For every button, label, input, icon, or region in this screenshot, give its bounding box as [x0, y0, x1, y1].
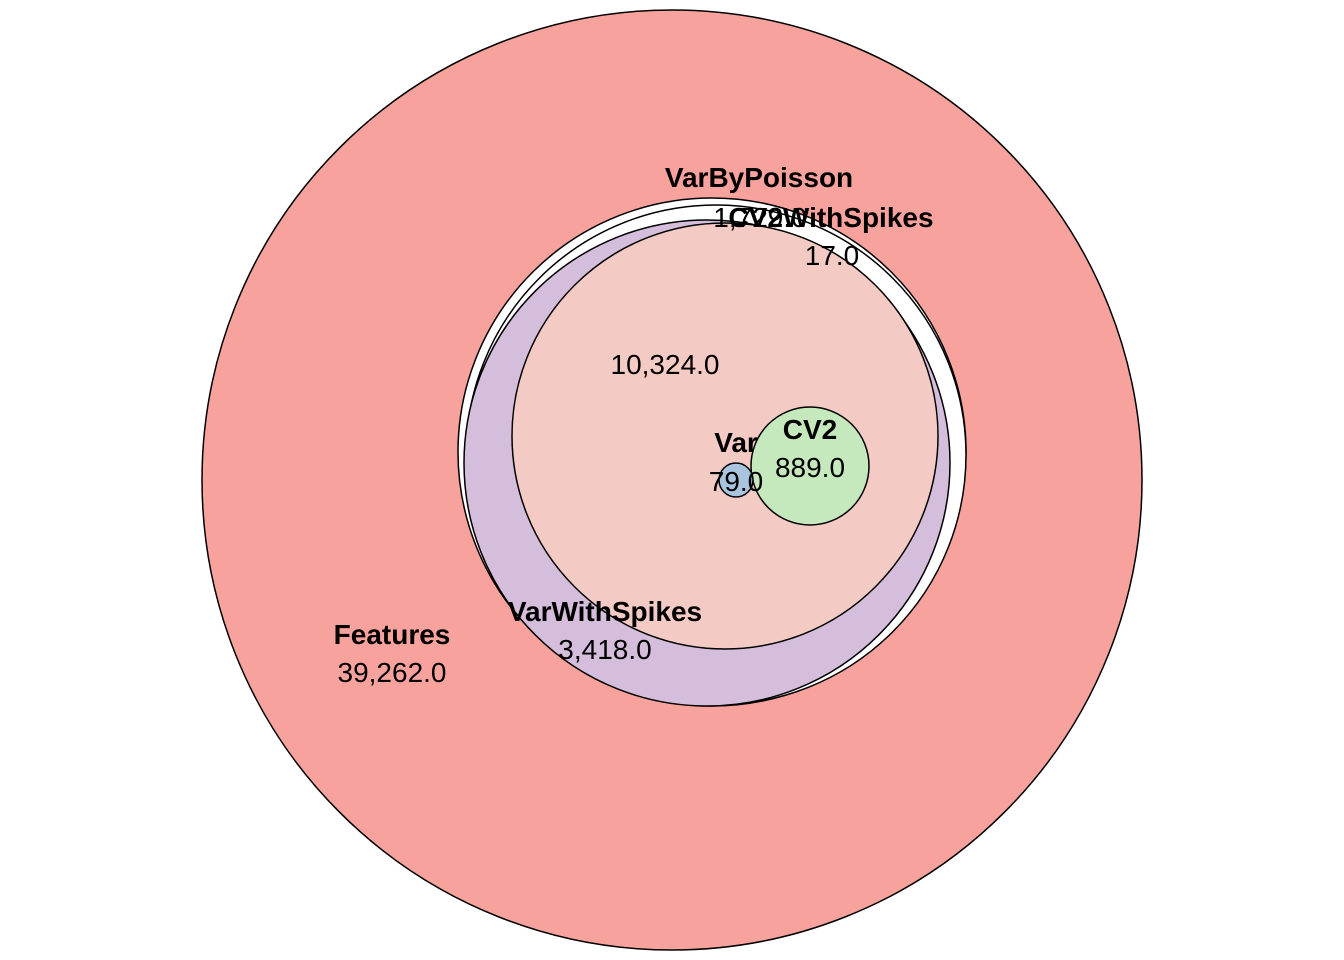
cv2-count: 889.0 [775, 452, 845, 483]
varbypoisson-count: 1,729.0 [713, 202, 806, 233]
intersection-count: 10,324.0 [611, 349, 720, 380]
var-name: Var [714, 427, 758, 458]
varwithspikes-count: 3,418.0 [558, 634, 651, 665]
cv2-circle [750, 406, 870, 526]
features-name: Features [334, 619, 451, 650]
features-count: 39,262.0 [338, 657, 447, 688]
var-circle [718, 462, 754, 498]
varbypoisson-name: VarByPoisson [665, 162, 853, 193]
cv2-name: CV2 [783, 414, 837, 445]
varwithspikes-name: VarWithSpikes [508, 596, 702, 627]
intersection-circle [511, 222, 939, 650]
var-count: 79.0 [709, 466, 764, 497]
cv2withspikes-name: CV2WithSpikes [728, 202, 933, 233]
cv2withspikes-count: 17.0 [805, 240, 860, 271]
